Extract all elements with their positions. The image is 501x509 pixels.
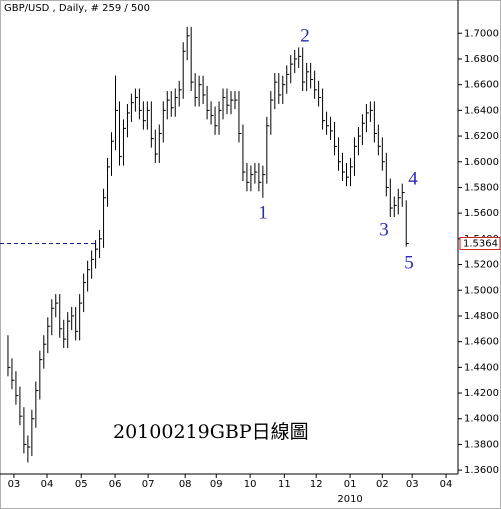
y-tick-label: 1.5800 — [464, 182, 499, 193]
x-tick-label: 07 — [142, 479, 155, 490]
x-tick-label: 11 — [278, 479, 291, 490]
y-tick-label: 1.6400 — [464, 105, 499, 116]
y-tick-label: 1.4200 — [464, 388, 499, 399]
y-tick-label: 1.6200 — [464, 131, 499, 142]
x-tick-label: 03 — [8, 479, 21, 490]
wave-label: 4 — [408, 168, 418, 189]
y-tick-label: 1.3600 — [464, 465, 499, 476]
y-tick-label: 1.4000 — [464, 414, 499, 425]
x-tick-label: 08 — [179, 479, 192, 490]
y-tick-label: 1.6000 — [464, 157, 499, 168]
x-tick-label: 05 — [75, 479, 88, 490]
y-tick-label: 1.4600 — [464, 337, 499, 348]
y-tick-label: 1.5200 — [464, 260, 499, 271]
wave-label: 2 — [300, 25, 310, 46]
x-tick-label: 04 — [41, 479, 54, 490]
x-tick-label: 10 — [244, 479, 257, 490]
wave-label: 5 — [404, 252, 414, 273]
x-tick-label: 03 — [406, 479, 419, 490]
y-tick-label: 1.3800 — [464, 439, 499, 450]
x-tick-label: 02 — [376, 479, 389, 490]
last-price-label: 1.5364 — [463, 238, 498, 249]
x-tick-label: 04 — [440, 479, 453, 490]
x-tick-label: 01 — [344, 479, 357, 490]
chart-title: GBP/USD , Daily, # 259 / 500 — [4, 3, 150, 14]
year-label: 2010 — [337, 494, 362, 505]
y-tick-label: 1.7000 — [464, 28, 499, 39]
x-tick-label: 12 — [310, 479, 323, 490]
y-tick-label: 1.5000 — [464, 285, 499, 296]
wave-label: 1 — [258, 202, 268, 223]
caption: 20100219GBP日線圖 — [113, 421, 309, 443]
y-tick-label: 1.6800 — [464, 54, 499, 65]
wave-label: 3 — [379, 219, 389, 240]
x-tick-label: 06 — [109, 479, 122, 490]
y-tick-label: 1.4400 — [464, 362, 499, 373]
y-tick-label: 1.5600 — [464, 208, 499, 219]
last-price-box — [459, 236, 501, 250]
y-tick-label: 1.4800 — [464, 311, 499, 322]
y-tick-label: 1.6600 — [464, 80, 499, 91]
x-tick-label: 09 — [210, 479, 223, 490]
